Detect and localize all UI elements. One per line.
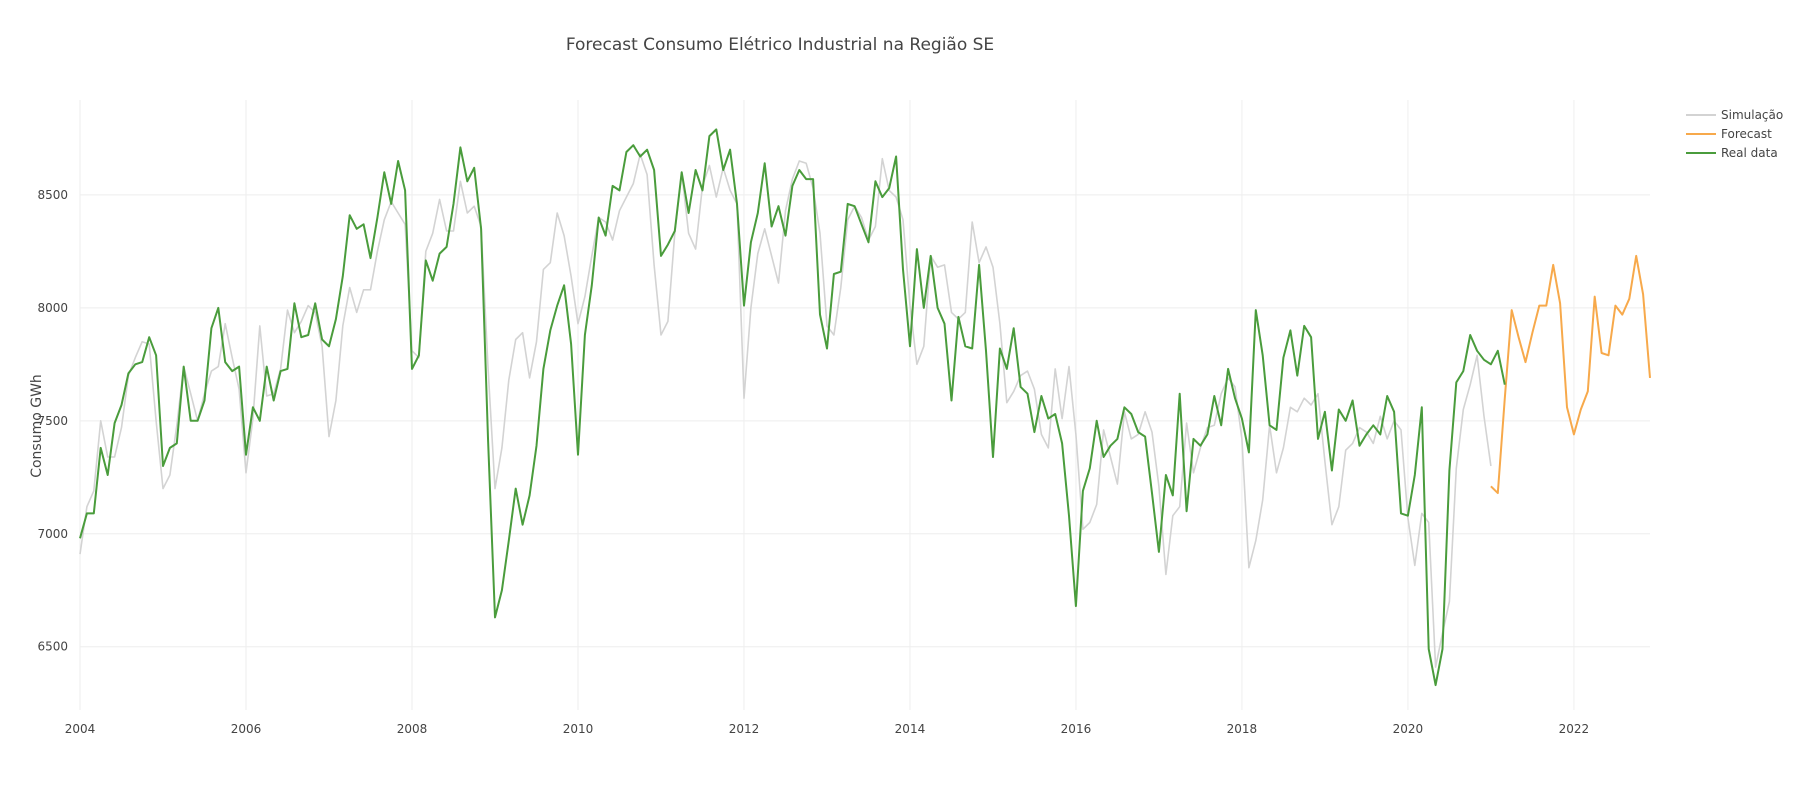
series-line-simulacao [79,153,1492,668]
series-line-forecast [1490,254,1651,495]
legend-item-forecast[interactable]: Forecast [1686,127,1772,141]
y-tick-label: 7000 [37,527,68,541]
legend-label: Simulação [1721,108,1783,122]
chart-title: Forecast Consumo Elétrico Industrial na … [566,35,994,55]
legend-label: Real data [1721,146,1778,160]
x-tick-label: 2012 [729,722,760,736]
x-tick-label: 2018 [1227,722,1258,736]
y-tick-label: 8500 [37,188,68,202]
legend-label: Forecast [1721,127,1772,141]
y-tick-label: 8000 [37,301,68,315]
legend[interactable]: Simulação Forecast Real data [1686,108,1783,160]
x-tick-label: 2014 [895,722,926,736]
x-tick-label: 2020 [1393,722,1424,736]
x-tick-label: 2010 [563,722,594,736]
x-tick-label: 2006 [231,722,262,736]
y-axis-title: Consumo GWh [29,374,45,478]
grid-layer [79,100,1650,710]
tick-layer: 6500 7000 7500 8000 8500 2004 2006 2008 2010 2012… [37,188,1589,736]
series-line-real-data [79,128,1506,687]
x-tick-label: 2004 [65,722,96,736]
series-layer [79,128,1651,687]
y-tick-label: 6500 [37,640,68,654]
x-tick-label: 2008 [397,722,428,736]
x-tick-label: 2016 [1061,722,1092,736]
y-tick-label: 7500 [37,414,68,428]
legend-item-real-data[interactable]: Real data [1686,146,1778,160]
legend-item-simulacao[interactable]: Simulação [1686,108,1783,122]
x-tick-label: 2022 [1559,722,1590,736]
